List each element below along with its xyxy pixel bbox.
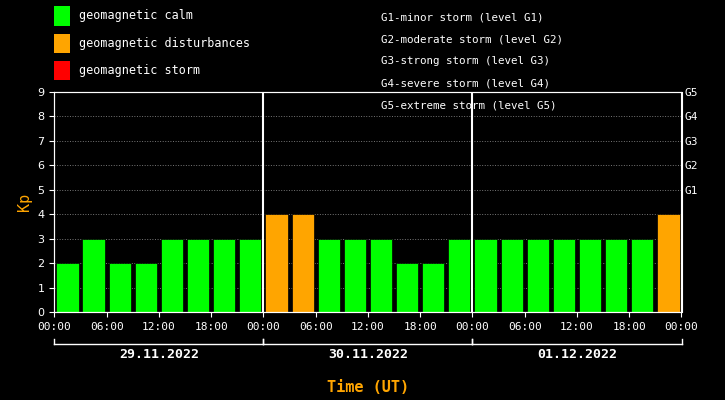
Bar <box>109 263 130 312</box>
Text: geomagnetic calm: geomagnetic calm <box>79 10 193 22</box>
Bar <box>57 263 78 312</box>
Text: G3-strong storm (level G3): G3-strong storm (level G3) <box>381 56 550 66</box>
Bar <box>318 239 340 312</box>
Bar <box>422 263 444 312</box>
Text: 30.11.2022: 30.11.2022 <box>328 348 408 360</box>
Bar <box>526 239 549 312</box>
Y-axis label: Kp: Kp <box>17 193 32 211</box>
Text: G1-minor storm (level G1): G1-minor storm (level G1) <box>381 12 543 22</box>
Text: G2-moderate storm (level G2): G2-moderate storm (level G2) <box>381 34 563 44</box>
Bar <box>474 239 497 312</box>
Text: geomagnetic disturbances: geomagnetic disturbances <box>79 37 250 50</box>
Text: G5-extreme storm (level G5): G5-extreme storm (level G5) <box>381 100 556 110</box>
Bar <box>291 214 314 312</box>
Bar <box>448 239 471 312</box>
Bar <box>83 239 104 312</box>
Bar <box>396 263 418 312</box>
Bar <box>135 263 157 312</box>
Bar <box>370 239 392 312</box>
Bar <box>500 239 523 312</box>
Bar <box>239 239 262 312</box>
Text: 01.12.2022: 01.12.2022 <box>537 348 617 360</box>
Bar <box>552 239 575 312</box>
Bar <box>161 239 183 312</box>
Text: G4-severe storm (level G4): G4-severe storm (level G4) <box>381 78 550 88</box>
Bar <box>265 214 288 312</box>
Text: Time (UT): Time (UT) <box>327 380 409 396</box>
Bar <box>344 239 366 312</box>
Text: 29.11.2022: 29.11.2022 <box>119 348 199 360</box>
Bar <box>187 239 210 312</box>
Bar <box>579 239 601 312</box>
Bar <box>658 214 679 312</box>
Bar <box>213 239 236 312</box>
Text: geomagnetic storm: geomagnetic storm <box>79 64 200 77</box>
Bar <box>631 239 653 312</box>
Bar <box>605 239 627 312</box>
